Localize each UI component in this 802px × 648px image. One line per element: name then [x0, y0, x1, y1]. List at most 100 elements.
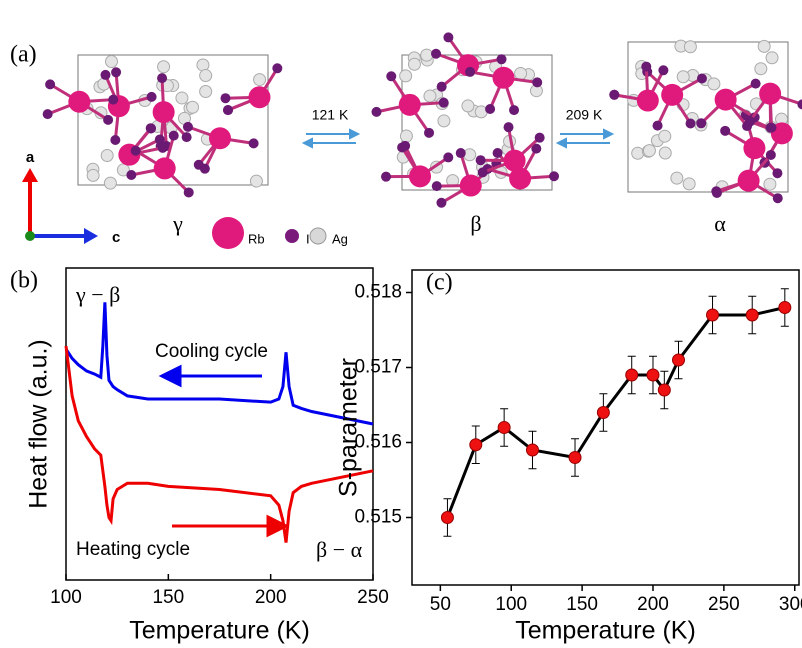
axis-letter: c — [112, 229, 120, 246]
i-atom — [100, 70, 110, 80]
point — [626, 369, 638, 381]
rb-atom — [637, 90, 659, 112]
axes-indicator — [22, 168, 98, 244]
rb-atom — [399, 94, 421, 116]
ag-atom — [671, 172, 683, 184]
series-line — [66, 302, 373, 424]
point — [707, 309, 719, 321]
i-atom — [535, 133, 545, 143]
i-atom — [443, 152, 453, 162]
i-atom — [686, 119, 696, 129]
ag-atom — [462, 100, 474, 112]
i-atom — [431, 49, 441, 59]
i-atom — [465, 67, 475, 77]
ag-atom — [683, 178, 695, 190]
i-atom — [194, 160, 204, 170]
i-atom — [249, 138, 259, 148]
i-atom — [183, 122, 193, 132]
ag-atom — [158, 61, 170, 73]
i-atom — [157, 73, 167, 83]
point — [526, 444, 538, 456]
legend-ag — [310, 228, 326, 244]
phase-label: γ — [172, 211, 183, 236]
y-tick-label: 0.515 — [354, 507, 402, 528]
i-atom — [272, 63, 282, 73]
i-atom — [400, 141, 410, 151]
panel-label: (c) — [426, 270, 453, 296]
transition-label: 209 K — [566, 107, 603, 123]
point — [658, 384, 670, 396]
ag-atom — [764, 178, 776, 190]
ag-atom — [684, 41, 696, 53]
axis-letter: a — [26, 149, 35, 166]
i-atom — [103, 115, 113, 125]
i-atom — [485, 104, 495, 114]
i-atom — [381, 172, 391, 182]
ag-atom — [421, 49, 433, 61]
point — [647, 369, 659, 381]
point — [597, 407, 609, 419]
i-atom — [658, 65, 668, 75]
i-atom — [797, 99, 802, 109]
ag-atom — [632, 147, 644, 159]
i-atom — [131, 146, 141, 156]
ag-atom — [105, 56, 117, 68]
rb-atom — [759, 83, 781, 105]
point — [498, 422, 510, 434]
i-atom — [766, 150, 776, 160]
ag-atom — [197, 59, 209, 71]
rb-atom — [738, 170, 760, 192]
cooling-arrow — [162, 367, 262, 385]
ag-atom — [250, 175, 262, 187]
i-atom — [696, 118, 706, 128]
ag-atom — [677, 71, 689, 83]
i-atom — [712, 188, 722, 198]
point — [470, 439, 482, 451]
plot-frame — [66, 268, 373, 580]
i-atom — [720, 126, 730, 136]
ag-atom — [87, 169, 99, 181]
connecting-line — [447, 308, 784, 518]
rb-atom — [504, 150, 526, 172]
legend-rb — [212, 217, 244, 249]
ag-atom — [104, 177, 116, 189]
ag-atom — [187, 101, 199, 113]
legend-text: I — [306, 231, 310, 246]
phase-label: β — [470, 211, 481, 236]
i-atom — [497, 54, 507, 64]
rb-atom — [153, 101, 175, 123]
ag-atom — [101, 149, 113, 161]
ag-atom — [659, 147, 671, 159]
i-atom — [147, 92, 157, 102]
i-atom — [751, 79, 761, 89]
i-atom — [549, 171, 559, 181]
i-atom — [532, 77, 542, 87]
legend-i — [285, 229, 299, 243]
ag-atom — [643, 145, 655, 157]
plot-frame — [412, 270, 799, 585]
y-axis-label: S-parameter — [335, 358, 363, 497]
annotation: γ − β — [75, 282, 120, 307]
crystal-structures — [43, 32, 802, 207]
annotation: β − α — [316, 537, 363, 562]
i-atom — [182, 132, 192, 142]
ag-atom — [200, 86, 212, 98]
i-atom — [386, 71, 396, 81]
rb-atom — [209, 127, 231, 149]
i-atom — [220, 93, 230, 103]
i-atom — [184, 187, 194, 197]
x-tick-label: 150 — [152, 587, 184, 608]
x-tick-label: 250 — [357, 587, 389, 608]
x-tick-label: 150 — [566, 594, 598, 615]
i-atom — [478, 167, 488, 177]
rb-atom — [661, 84, 683, 106]
ag-atom — [464, 149, 476, 161]
x-tick-label: 200 — [255, 587, 287, 608]
x-axis-label: Temperature (K) — [515, 617, 696, 645]
ag-atom — [515, 67, 527, 79]
i-atom — [509, 105, 519, 115]
rb-atom — [493, 67, 515, 89]
x-tick-label: 200 — [637, 594, 669, 615]
x-tick-label: 100 — [50, 587, 82, 608]
